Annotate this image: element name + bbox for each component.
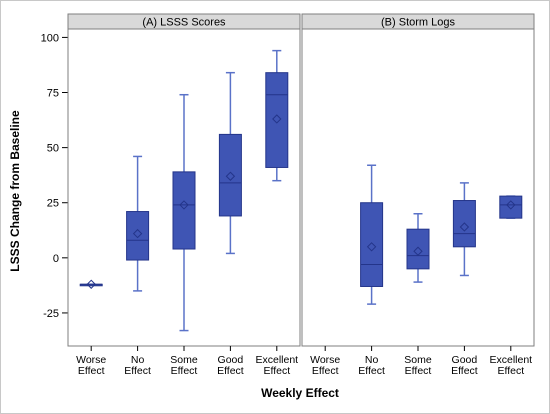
y-tick-label: 25 xyxy=(47,198,59,210)
mean-marker xyxy=(506,200,516,210)
box-excellent-effect xyxy=(265,49,289,182)
x-tick-label: Effect xyxy=(171,365,198,377)
box-good-effect xyxy=(452,182,476,277)
x-tick-label: Excellent xyxy=(255,354,298,366)
mean-marker xyxy=(272,114,282,124)
mean-marker xyxy=(179,200,189,210)
x-tick-label: Effect xyxy=(358,365,385,377)
x-tick-label: Good xyxy=(452,354,478,366)
x-tick-label: Effect xyxy=(312,365,339,377)
box-excellent-effect xyxy=(499,195,523,219)
x-tick-label: Effect xyxy=(497,365,524,377)
x-tick-label: Worse xyxy=(76,354,106,366)
iqr-box xyxy=(126,211,150,261)
panel-title: (B) Storm Logs xyxy=(381,17,455,29)
x-tick-label: Effect xyxy=(263,365,290,377)
mean-marker xyxy=(413,246,423,256)
x-tick-label: Effect xyxy=(217,365,244,377)
mean-marker xyxy=(366,242,377,252)
iqr-box xyxy=(360,202,384,287)
box-no-effect xyxy=(360,164,384,305)
x-axis-title: Weekly Effect xyxy=(261,386,339,400)
y-tick-label: 0 xyxy=(53,253,59,265)
x-tick-label: Effect xyxy=(405,365,432,377)
x-tick-label: No xyxy=(365,354,379,366)
panel-title: (A) LSSS Scores xyxy=(142,17,226,29)
iqr-box xyxy=(265,72,289,168)
y-tick-label: 75 xyxy=(47,88,59,100)
y-axis-title: LSSS Change from Baseline xyxy=(8,110,22,272)
iqr-box xyxy=(499,195,523,219)
x-tick-label: Worse xyxy=(310,354,340,366)
mean-marker xyxy=(86,279,96,289)
y-tick-label: -25 xyxy=(43,308,59,320)
x-tick-label: Good xyxy=(218,354,244,366)
x-tick-label: No xyxy=(131,354,145,366)
x-tick-label: Some xyxy=(170,354,198,366)
mean-marker xyxy=(225,171,236,181)
y-tick-label: 50 xyxy=(47,143,59,155)
mean-marker xyxy=(459,222,470,232)
x-tick-label: Effect xyxy=(78,365,105,377)
box-some-effect xyxy=(406,212,430,283)
box-worse-effect xyxy=(79,279,103,289)
box-good-effect xyxy=(218,71,242,255)
y-tick-label: 100 xyxy=(41,32,59,44)
panel-frame xyxy=(301,28,535,347)
x-tick-label: Some xyxy=(404,354,432,366)
iqr-box xyxy=(406,228,430,270)
mean-marker xyxy=(132,228,143,239)
box-some-effect xyxy=(172,93,196,332)
iqr-box xyxy=(172,171,196,250)
x-tick-label: Effect xyxy=(451,365,478,377)
box-no-effect xyxy=(126,155,150,292)
iqr-box xyxy=(218,133,242,217)
x-tick-label: Effect xyxy=(124,365,151,377)
marks-layer xyxy=(79,49,523,332)
x-tick-label: Excellent xyxy=(489,354,532,366)
